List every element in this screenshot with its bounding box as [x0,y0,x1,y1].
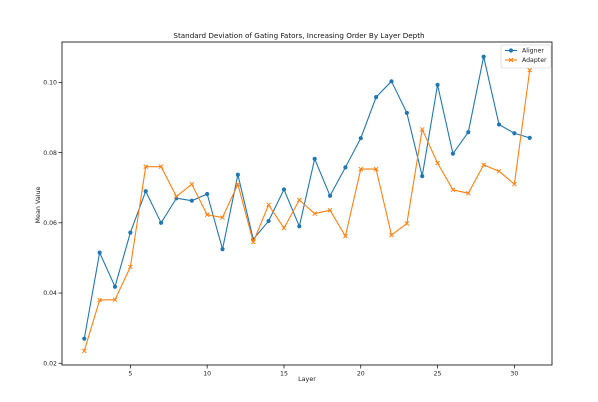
adapter-point [250,239,256,245]
aligner-point [82,336,87,341]
aligner-point [312,156,317,162]
y-tick-label: 0.04 [43,290,57,297]
y-tick-label: 0.06 [43,220,57,227]
adapter-point [112,297,118,303]
aligner-point [512,131,517,136]
y-axis-title: Mean Value [34,186,42,223]
legend-aligner-marker [508,48,514,53]
adapter-point [373,166,379,172]
legend-adapter-marker [508,57,514,63]
aligner-point [220,247,225,252]
aligner-point [327,193,333,198]
adapter-point [189,181,195,187]
adapter-point [312,211,318,217]
aligner-point [466,130,471,135]
plot-area: 5 10 15 20 25 30 0.02 0.04 0.06 0.08 0.10 [43,41,553,378]
adapter-point [512,181,517,187]
x-tick-label: 30 [510,371,518,378]
x-tick-label: 10 [203,371,211,378]
adapter-point [496,168,502,174]
x-tick-label: 20 [357,371,365,378]
adapter-point [204,212,210,218]
aligner-point [297,224,302,229]
adapter-point [450,187,456,193]
adapter-point [220,215,225,220]
aligner-point [205,191,210,197]
y-tick-label: 0.10 [43,80,57,87]
adapter-series-line [83,70,531,352]
adapter-point [343,233,348,239]
adapter-point [389,232,394,238]
adapter-point [435,160,440,166]
x-tick-label: 15 [280,371,288,378]
aligner-point [527,135,532,140]
adapter-point [465,190,471,196]
adapter-point [296,197,302,203]
adapter-point [128,264,133,270]
aligner-point [97,250,102,255]
adapter-point [81,348,87,354]
aligner-point [158,220,164,225]
x-axis-title: Layer [298,375,316,383]
adapter-point [419,127,425,132]
aligner-point [404,110,409,116]
x-tick-label: 25 [434,371,442,378]
adapter-point [358,166,364,172]
aligner-point [281,187,287,192]
aligner-point [358,136,363,141]
aligner-point [235,172,240,177]
aligner-point [189,198,194,203]
y-tick-label: 0.02 [43,360,57,367]
chart-title: Standard Deviation of Gating Fators, Inc… [173,31,424,40]
aligner-point [450,151,456,156]
aligner-point [112,284,118,289]
aligner-point [389,79,394,84]
adapter-point [527,67,533,73]
aligner-point [420,174,425,179]
aligner-point [496,122,502,127]
adapter-point [327,207,333,213]
aligner-point [374,95,379,100]
aligner-point [481,54,486,59]
legend: Aligner Adapter [500,44,552,69]
adapter-point [235,181,241,187]
aligner-point [143,189,148,194]
legend-adapter-label: Adapter [522,57,547,64]
adapter-point [404,221,410,226]
adapter-point [266,202,271,208]
aligner-point [266,218,271,224]
adapter-point [481,162,486,168]
plot-frame [61,41,553,366]
aligner-series-line [83,56,530,339]
adapter-point [281,225,287,231]
adapter-point [97,297,102,303]
aligner-point [343,165,348,170]
legend-aligner-label: Aligner [522,48,544,55]
adapter-point [143,164,149,169]
y-tick-label: 0.08 [43,150,57,157]
aligner-point [128,230,133,235]
adapter-point [174,194,179,199]
x-tick-label: 5 [128,371,132,378]
adapter-point [158,164,164,169]
aligner-point [435,82,440,87]
